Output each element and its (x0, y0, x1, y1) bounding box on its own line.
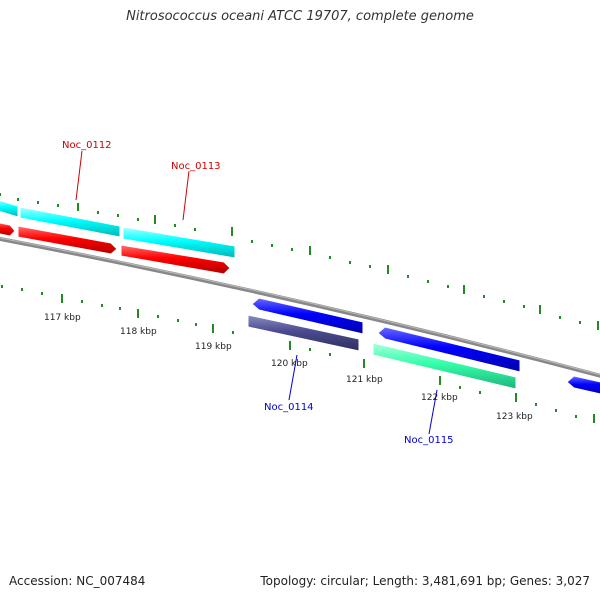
cds-feature-noc-0115[interactable] (377, 326, 521, 373)
cds-feature-noc-0114[interactable] (251, 297, 364, 335)
scale-label: 120 kbp (271, 359, 308, 369)
cds-feature-noc-0116[interactable] (566, 375, 600, 395)
reverse-cds-track (251, 297, 600, 395)
leader-line (75, 150, 83, 201)
rna-feature-noc-0115[interactable] (372, 342, 517, 390)
cds-feature-noc-0113[interactable] (122, 226, 236, 259)
gene-feature-noc-0113[interactable] (120, 244, 231, 275)
gene-feature-noc-0111[interactable] (0, 222, 16, 237)
genome-title: Nitrosococcus oceani ATCC 19707, complet… (126, 9, 474, 24)
leader-line (428, 389, 438, 435)
scale-labels: 117 kbp 118 kbp 119 kbp 120 kbp 121 kbp … (44, 313, 533, 422)
leader-line (288, 354, 298, 401)
scale-label: 117 kbp (44, 313, 81, 323)
scale-label: 119 kbp (195, 342, 232, 352)
gene-label-noc-0114[interactable]: Noc_0114 (264, 402, 314, 413)
accession-label: Accession: NC_007484 (9, 574, 146, 588)
genome-backbone-highlight (0, 237, 600, 376)
gene-label-noc-0113[interactable]: Noc_0113 (171, 161, 221, 172)
gene-label-noc-0115[interactable]: Noc_0115 (404, 435, 454, 446)
genome-stats-label: Topology: circular; Length: 3,481,691 bp… (260, 574, 590, 588)
reverse-gene-track (247, 314, 517, 390)
gene-feature-noc-0112[interactable] (17, 225, 118, 255)
forward-cds-track (0, 199, 236, 259)
scale-label: 121 kbp (346, 375, 383, 385)
outer-tick-track (0, 193, 599, 330)
scale-label: 122 kbp (421, 393, 458, 403)
leader-line (182, 170, 190, 221)
gene-label-noc-0112[interactable]: Noc_0112 (62, 140, 112, 151)
scale-label: 118 kbp (120, 327, 157, 337)
inner-tick-track (1, 285, 595, 423)
scale-label: 123 kbp (496, 412, 533, 422)
cds-feature-noc-0112[interactable] (0, 199, 19, 218)
gene-feature-noc-0114[interactable] (247, 314, 360, 352)
cds-feature-noc-0112[interactable] (19, 206, 121, 238)
genome-backbone (0, 236, 600, 378)
forward-gene-track (0, 222, 231, 275)
gene-labels: Noc_0112 Noc_0113 Noc_0114 Noc_0115 (62, 140, 454, 446)
